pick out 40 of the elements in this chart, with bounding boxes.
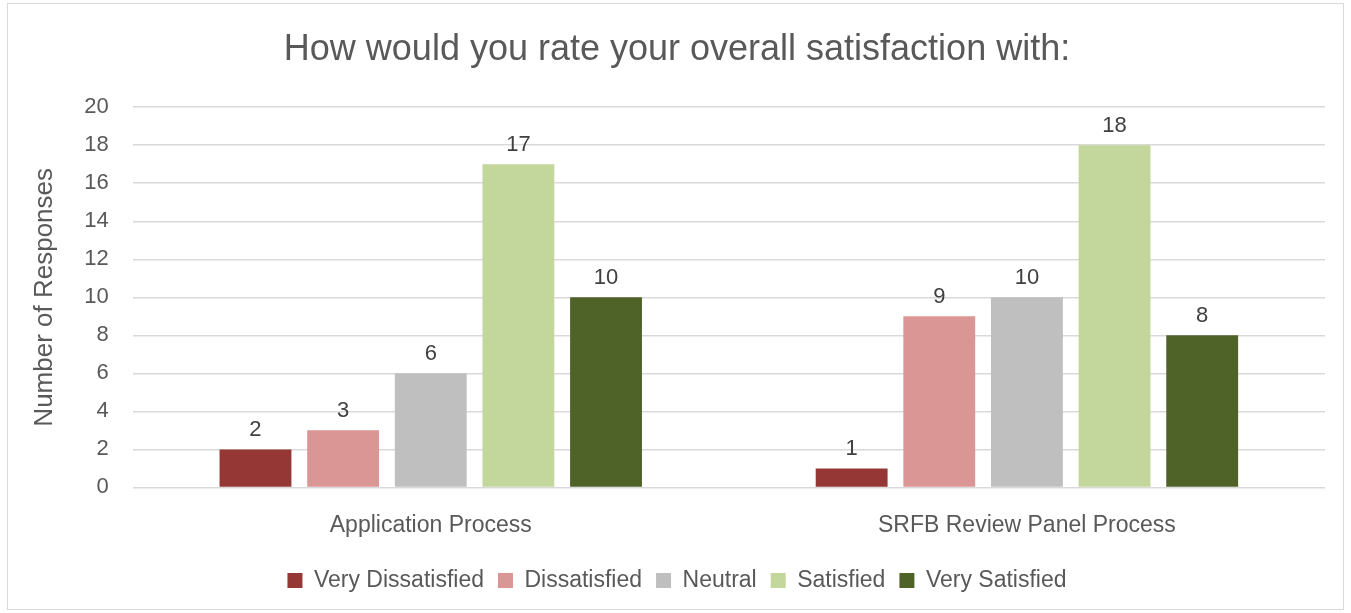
data-label: 3 [336,397,350,423]
y-tick-label: 14 [84,207,109,233]
y-tick-label: 10 [84,283,109,309]
y-tick-label: 12 [84,245,109,271]
data-label: 2 [249,416,262,442]
data-label: 10 [593,264,619,290]
legend-label: Dissatisfied [524,565,643,592]
y-tick-label: 4 [96,397,109,423]
bar [307,430,380,487]
data-label: 17 [506,131,531,157]
y-axis-title: Number of Responses [27,167,58,427]
x-tick-label: SRFB Review Panel Process [878,510,1176,537]
bar [1166,335,1239,487]
legend-label: Satisfied [797,565,886,592]
bar [990,297,1063,487]
legend-label: Neutral [682,565,757,592]
y-tick-label: 6 [96,359,109,385]
bar [1078,145,1151,487]
bar [815,468,888,487]
bar [219,449,292,487]
chart-title: How would you rate your overall satisfaction with: [283,26,1071,68]
legend-label: Very Satisfied [925,565,1067,592]
x-tick-label: Application Process [329,510,532,537]
bar [903,316,976,487]
data-label: 1 [845,435,858,461]
legend-label: Very Dissatisfied [313,565,484,592]
data-label: 9 [933,283,946,309]
data-label: 6 [424,340,437,366]
bar [570,297,642,487]
y-tick-label: 0 [96,473,109,499]
bar [482,164,555,487]
y-tick-label: 16 [84,169,109,195]
data-label: 10 [1014,264,1040,290]
y-tick-label: 18 [84,131,109,157]
y-tick-label: 8 [96,321,109,347]
y-tick-label: 20 [84,93,109,119]
bar [394,373,467,487]
y-tick-label: 2 [96,435,109,461]
data-label: 18 [1102,112,1127,138]
data-label: 8 [1196,302,1209,328]
